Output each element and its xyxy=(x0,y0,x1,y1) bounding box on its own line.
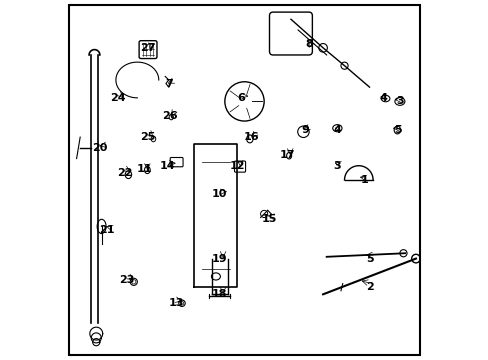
Text: 5: 5 xyxy=(365,253,372,264)
Text: 1: 1 xyxy=(360,175,367,185)
Text: 4: 4 xyxy=(379,93,387,103)
Text: 18: 18 xyxy=(211,289,227,299)
Text: 20: 20 xyxy=(92,143,107,153)
Text: 4: 4 xyxy=(333,125,341,135)
Text: 13: 13 xyxy=(168,298,184,308)
Text: 16: 16 xyxy=(244,132,259,142)
Text: 22: 22 xyxy=(117,168,132,178)
Text: 8: 8 xyxy=(305,39,312,49)
Text: 3: 3 xyxy=(395,96,403,107)
Text: 9: 9 xyxy=(301,125,308,135)
Text: 11: 11 xyxy=(137,164,152,174)
Text: 3: 3 xyxy=(333,161,341,171)
Text: 6: 6 xyxy=(237,93,244,103)
Text: 2: 2 xyxy=(365,282,373,292)
Text: 19: 19 xyxy=(211,253,227,264)
Text: 7: 7 xyxy=(165,78,173,89)
Text: 15: 15 xyxy=(261,214,277,224)
Text: 24: 24 xyxy=(110,93,125,103)
Text: 10: 10 xyxy=(211,189,227,199)
Text: 17: 17 xyxy=(279,150,295,160)
Text: 5: 5 xyxy=(393,125,401,135)
Text: 14: 14 xyxy=(160,161,175,171)
Text: 12: 12 xyxy=(229,161,244,171)
Text: 21: 21 xyxy=(99,225,115,235)
Text: 23: 23 xyxy=(119,275,134,285)
Text: 27: 27 xyxy=(140,43,156,53)
Text: 26: 26 xyxy=(162,111,177,121)
Text: 25: 25 xyxy=(140,132,155,142)
